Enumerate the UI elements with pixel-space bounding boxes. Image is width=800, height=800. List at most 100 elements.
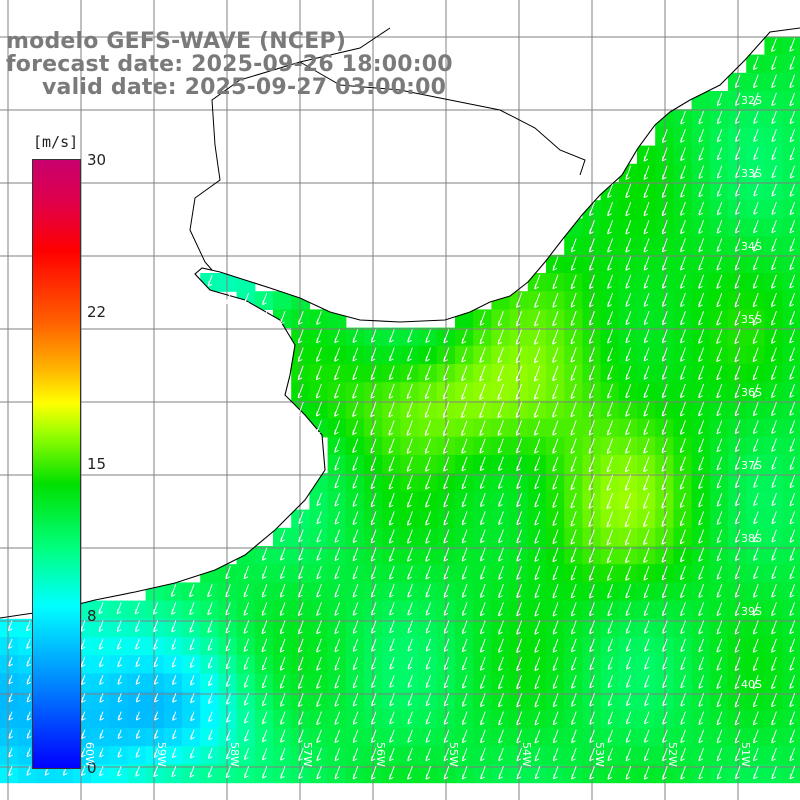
wind-arrow [734,365,741,381]
wind-arrow [280,747,286,761]
wind-arrow [534,474,541,490]
wind-arrow [753,183,759,197]
wind-arrow [406,511,413,526]
wind-arrow [789,602,796,616]
wind-speed-cell [782,455,800,474]
wind-arrow [789,620,796,635]
wind-arrow [406,383,413,400]
wind-arrow [479,711,486,726]
wind-speed-cell [782,91,800,110]
wind-arrow [716,693,723,708]
wind-arrow [117,656,122,668]
wind-arrow [352,438,359,454]
wind-arrow [625,584,632,599]
wind-arrow [225,292,231,305]
wind-arrow [172,711,177,721]
wind-arrow [680,201,686,216]
wind-arrow [789,256,796,271]
wind-arrow [752,729,759,744]
wind-arrow [135,747,141,758]
wind-arrow [297,365,304,381]
wind-arrow [461,620,468,635]
wind-arrow [789,729,796,744]
wind-arrow [789,565,796,580]
wind-arrow [99,693,105,703]
wind-arrow [461,511,468,526]
wind-arrow [7,620,13,632]
wind-speed-cell [782,637,800,656]
wind-arrow [607,711,614,725]
wind-arrow [643,747,650,762]
wind-arrow [442,420,450,437]
wind-arrow [352,584,359,598]
wind-arrow [552,729,559,744]
wind-arrow [771,110,777,125]
wind-arrow [661,274,668,289]
wind-arrow [443,602,450,616]
wind-arrow [643,311,650,326]
wind-arrow [189,602,195,616]
wind-arrow [479,493,486,508]
wind-arrow [552,347,559,363]
wind-arrow [443,529,450,544]
wind-arrow [388,547,395,562]
wind-arrow [479,565,486,580]
wind-arrow [661,474,668,491]
wind-arrow [388,493,395,508]
wind-arrow [789,638,796,653]
wind-arrow [298,711,304,726]
wind-arrow [352,620,359,634]
wind-arrow [698,529,705,544]
wind-arrow [643,220,650,235]
wind-arrow [498,729,504,744]
wind-arrow [606,474,614,491]
wind-arrow [570,456,577,472]
wind-arrow [588,365,595,381]
wind-arrow [534,711,541,726]
wind-speed-cell [782,364,800,383]
wind-arrow [225,747,231,760]
wind-arrow [607,675,614,689]
wind-arrow [189,620,195,633]
wind-arrow [225,638,231,652]
wind-arrow [407,565,413,580]
wind-arrow [661,183,668,198]
wind-arrow [789,474,796,489]
wind-arrow [698,602,705,617]
lat-label-37s: 37S [741,459,762,472]
wind-arrow [643,383,650,399]
wind-arrow [552,747,559,762]
lon-label-54w: 54W [520,742,533,767]
wind-arrow [461,675,468,689]
wind-arrow [243,747,250,760]
wind-arrow [771,383,777,399]
wind-arrow [81,747,86,758]
wind-arrow [588,474,595,491]
wind-arrow [370,456,377,472]
wind-arrow [752,292,759,308]
wind-arrow [407,638,413,652]
wind-arrow [607,274,614,289]
wind-arrow [771,529,777,543]
wind-arrow [498,493,504,507]
wind-arrow [425,584,432,598]
wind-arrow [680,656,686,671]
wind-arrow [771,183,777,197]
wind-arrow [770,347,777,362]
wind-arrow [26,693,32,703]
wind-arrow [734,584,741,598]
wind-arrow [371,638,377,652]
wind-arrow [352,675,359,689]
wind-arrow [570,656,577,671]
wind-arrow [534,456,541,472]
wind-arrow [225,620,231,634]
wind-arrow [279,638,286,653]
wind-arrow [680,238,686,253]
wind-arrow [498,638,504,653]
wind-arrow [297,675,304,690]
wind-arrow [643,529,650,546]
wind-arrow [479,329,486,345]
wind-arrow [643,547,650,563]
wind-arrow [734,402,741,417]
wind-arrow [479,656,486,671]
